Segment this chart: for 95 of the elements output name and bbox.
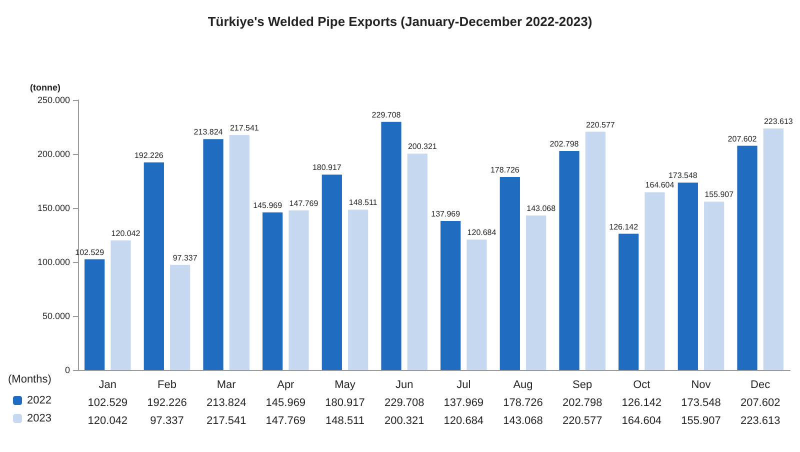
y-tick-label: 200.000 (37, 149, 70, 159)
y-tick-label: 50.000 (42, 311, 70, 321)
bar (170, 264, 190, 370)
y-tick-label: 250.000 (37, 95, 70, 105)
text: 137.969 (431, 209, 460, 218)
text: 126.142 (609, 222, 638, 232)
bar (203, 139, 224, 370)
bar (440, 220, 461, 370)
data-label: 126.142 (622, 397, 662, 409)
data-label: 145.969 (266, 397, 306, 409)
data-label: 223.613 (740, 415, 780, 427)
x-tick-label: Jun (395, 379, 414, 391)
data-label: 97.337 (150, 415, 184, 427)
x-tick-label: May (334, 379, 356, 391)
bar (348, 210, 368, 370)
data-label: 164.604 (622, 415, 662, 427)
text: 148.511 (348, 198, 378, 208)
x-tick-label: Aug (513, 379, 533, 391)
bar (526, 215, 546, 370)
x-tick-label: Apr (277, 379, 295, 391)
text: 120.684 (467, 228, 496, 238)
text: 192.226 (134, 150, 164, 160)
x-tick-label: Jan (98, 379, 117, 391)
x-tick-label: Oct (633, 379, 650, 391)
bar (559, 150, 580, 370)
bar (288, 210, 309, 370)
data-label: 178.726 (503, 397, 543, 409)
bar (585, 132, 606, 370)
data-label: 220.577 (562, 415, 602, 427)
bar (322, 174, 342, 370)
bar (763, 128, 784, 370)
text: 207.602 (728, 134, 757, 144)
text: 145.969 (253, 200, 282, 210)
y-tick-label: 150.000 (37, 203, 70, 213)
bar (704, 202, 724, 370)
data-label: 143.068 (503, 415, 543, 427)
text: 102.529 (75, 248, 104, 257)
text: 164.604 (645, 180, 674, 190)
bar (500, 176, 520, 370)
bar (229, 135, 250, 370)
y-tick-label: 0 (64, 365, 70, 375)
text: 180.917 (312, 163, 342, 172)
bar (381, 122, 402, 370)
text: 223.613 (764, 117, 793, 126)
chart-title: Türkiye's Welded Pipe Exports (January-December 2022-2023) (208, 14, 592, 29)
data-label: 102.529 (88, 397, 128, 409)
data-label: 173.548 (681, 397, 721, 409)
data-label: 200.321 (384, 415, 424, 427)
data-label: 180.917 (325, 397, 365, 409)
legend-label: 2023 (27, 412, 52, 424)
data-label: 213.824 (206, 397, 246, 409)
data-label: 137.969 (444, 397, 484, 409)
text: 213.824 (194, 128, 223, 137)
bar (110, 240, 131, 370)
x-tick-label: Nov (691, 379, 712, 391)
bar (737, 146, 758, 370)
bar (84, 259, 105, 370)
text: 229.708 (372, 110, 401, 120)
bar (618, 234, 639, 370)
x-tick-label: Feb (158, 379, 176, 391)
text: 202.798 (550, 139, 579, 148)
data-label: 192.226 (147, 397, 187, 409)
bar (144, 162, 164, 370)
text: 143.068 (526, 204, 556, 213)
data-label: 155.907 (681, 415, 721, 427)
bar (262, 212, 283, 370)
text: 147.769 (289, 198, 318, 208)
x-tick-label: Mar (216, 379, 236, 391)
data-label: 217.541 (206, 415, 246, 427)
x-tick-label: Jul (456, 379, 471, 391)
text: 178.726 (490, 165, 520, 174)
data-label: 120.042 (88, 415, 128, 427)
data-label: 229.708 (384, 397, 424, 409)
bar (407, 154, 428, 370)
bar (466, 240, 487, 370)
x-tick-label: Dec (750, 379, 771, 391)
text: 217.541 (230, 124, 259, 133)
data-label: 120.684 (444, 415, 484, 427)
bar (678, 182, 698, 370)
text: 97.337 (172, 253, 198, 262)
data-label: 147.769 (266, 415, 306, 427)
y-tick-label: 100.000 (37, 257, 70, 267)
data-label: 148.511 (326, 415, 364, 427)
text: 200.321 (408, 142, 437, 152)
text: 220.577 (586, 120, 615, 130)
x-axis-title: (Months) (8, 374, 52, 386)
legend-label: 2022 (27, 394, 52, 406)
text: 173.548 (668, 171, 698, 180)
text: 155.907 (704, 190, 734, 200)
text: 120.042 (111, 228, 140, 238)
bar (644, 192, 665, 370)
data-label: 207.602 (740, 397, 780, 409)
x-tick-label: Sep (572, 379, 592, 391)
data-label: 202.798 (562, 397, 602, 409)
y-axis-title: (tonne) (30, 82, 60, 92)
